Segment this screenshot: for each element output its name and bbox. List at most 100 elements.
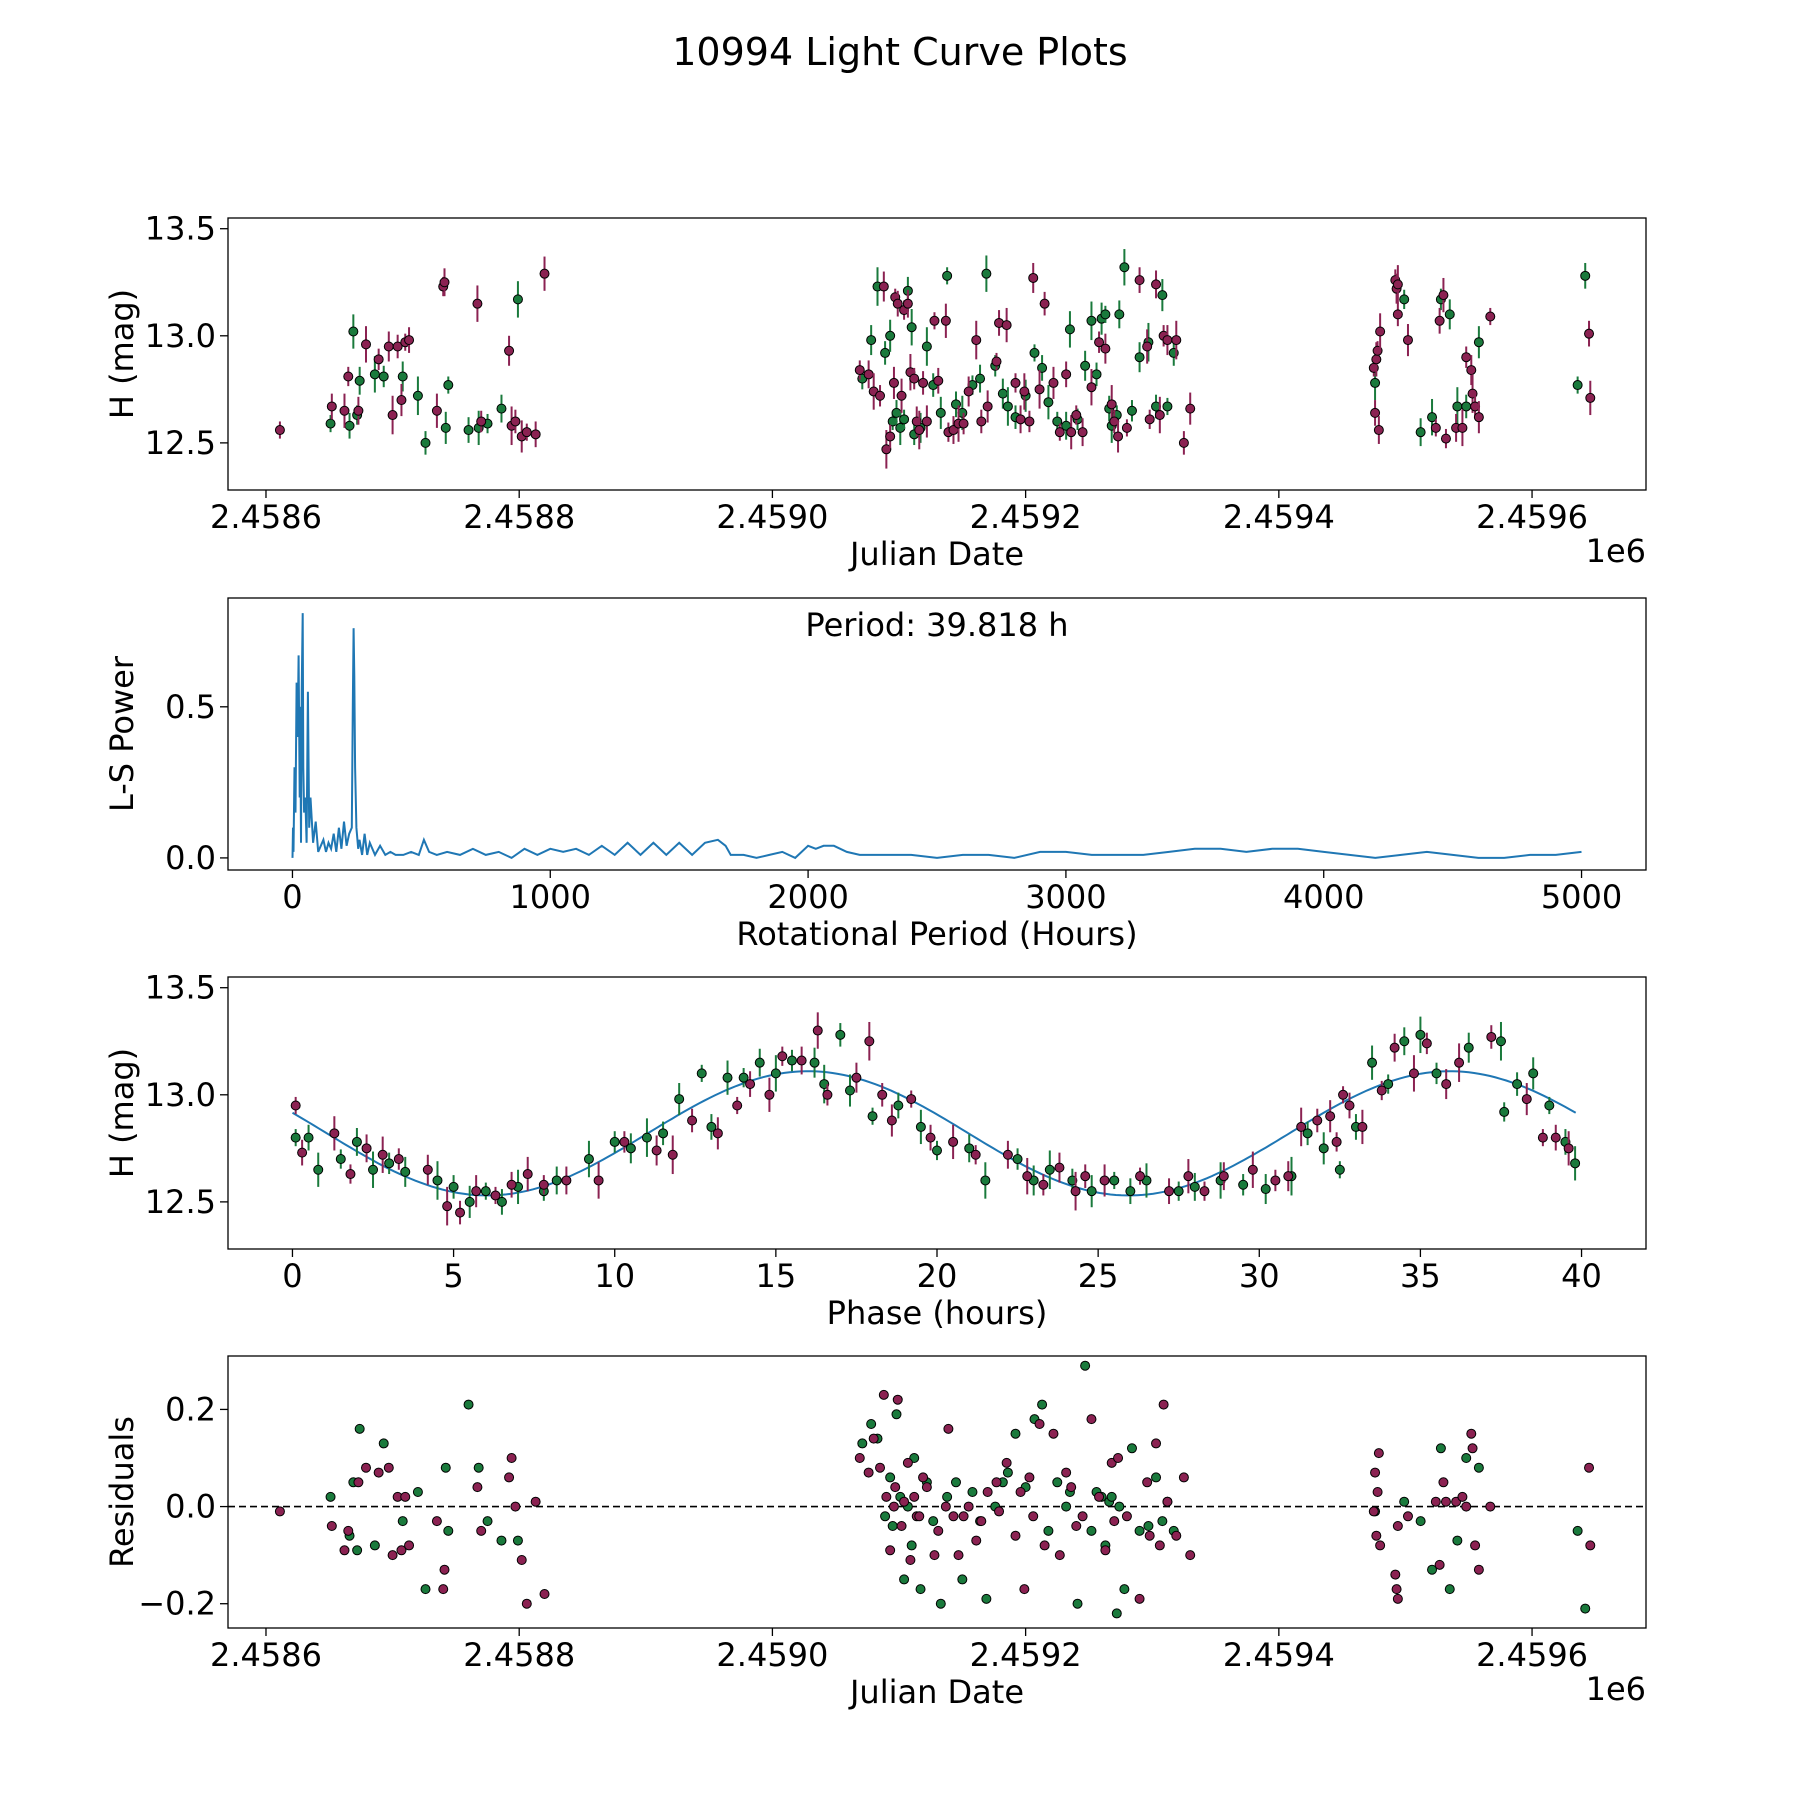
maroon-data-point bbox=[1283, 1171, 1294, 1182]
maroon-data-point bbox=[343, 1525, 354, 1536]
maroon-data-point bbox=[948, 1511, 959, 1522]
maroon-data-point bbox=[940, 315, 951, 326]
green-data-point bbox=[942, 270, 953, 281]
maroon-data-point bbox=[1373, 425, 1384, 436]
green-data-point bbox=[335, 1154, 346, 1165]
green-data-point bbox=[738, 1072, 749, 1083]
maroon-data-point bbox=[353, 405, 364, 416]
maroon-data-point bbox=[1375, 326, 1386, 337]
green-data-point bbox=[906, 1540, 917, 1551]
maroon-data-point bbox=[383, 341, 394, 352]
x-tick-label: 5000 bbox=[1541, 878, 1622, 916]
green-data-point bbox=[1119, 1584, 1130, 1595]
green-data-point bbox=[512, 294, 523, 305]
maroon-data-point bbox=[940, 1501, 951, 1512]
maroon-data-point bbox=[885, 431, 896, 442]
maroon-data-point bbox=[929, 315, 940, 326]
maroon-data-point bbox=[539, 1589, 550, 1599]
green-data-point bbox=[1580, 1603, 1591, 1614]
maroon-data-point bbox=[1344, 1100, 1355, 1111]
green-data-point bbox=[1119, 262, 1130, 273]
maroon-data-point bbox=[1106, 399, 1117, 410]
maroon-data-point bbox=[1024, 416, 1035, 427]
maroon-data-point bbox=[1151, 1438, 1162, 1449]
periodogram-line bbox=[291, 613, 1582, 860]
green-data-point bbox=[412, 1487, 423, 1497]
maroon-data-point bbox=[933, 375, 944, 386]
maroon-data-point bbox=[892, 1394, 903, 1405]
maroon-data-point bbox=[1434, 1559, 1445, 1570]
maroon-data-point bbox=[1392, 309, 1403, 320]
green-data-point bbox=[980, 1175, 991, 1186]
maroon-data-point bbox=[1440, 1496, 1451, 1507]
maroon-data-point bbox=[918, 377, 929, 388]
maroon-data-point bbox=[863, 1467, 874, 1478]
green-data-point bbox=[1173, 1186, 1184, 1197]
green-data-point bbox=[1528, 1068, 1539, 1079]
green-data-point bbox=[1151, 1472, 1162, 1483]
maroon-data-point bbox=[812, 1025, 823, 1036]
green-data-point bbox=[1061, 1501, 1072, 1512]
green-data-point bbox=[1010, 1428, 1021, 1439]
maroon-data-point bbox=[1338, 1089, 1349, 1100]
green-data-point bbox=[891, 1409, 902, 1420]
maroon-data-point bbox=[1100, 343, 1111, 354]
light-curve-plot bbox=[220, 217, 1647, 498]
maroon-data-point bbox=[896, 1521, 907, 1531]
maroon-data-point bbox=[976, 416, 987, 427]
maroon-data-point bbox=[1061, 1467, 1072, 1478]
green-data-point bbox=[981, 1593, 992, 1604]
maroon-data-point bbox=[1584, 1462, 1595, 1473]
green-data-point bbox=[1427, 1564, 1438, 1575]
green-data-point bbox=[997, 388, 1008, 399]
maroon-data-point bbox=[1461, 1501, 1472, 1512]
x-tick-label: 3000 bbox=[1025, 878, 1106, 916]
maroon-data-point bbox=[1135, 1171, 1146, 1182]
maroon-data-point bbox=[1368, 1506, 1379, 1517]
green-data-point bbox=[928, 1516, 939, 1527]
x-tick-label: 0 bbox=[282, 1257, 302, 1295]
maroon-data-point bbox=[1142, 1477, 1153, 1488]
green-data-point bbox=[1157, 290, 1168, 301]
maroon-data-point bbox=[343, 371, 354, 382]
maroon-data-point bbox=[1461, 352, 1472, 363]
axes-frame bbox=[227, 217, 1647, 491]
maroon-data-point bbox=[906, 1094, 917, 1105]
maroon-data-point bbox=[854, 365, 865, 376]
green-data-point bbox=[1126, 1443, 1137, 1454]
y-tick-label: 12.5 bbox=[145, 424, 216, 462]
maroon-data-point bbox=[667, 1149, 678, 1160]
maroon-data-point bbox=[1312, 1115, 1323, 1126]
maroon-data-point bbox=[404, 335, 415, 346]
green-data-point bbox=[1415, 1516, 1426, 1527]
green-data-point bbox=[899, 1574, 910, 1585]
x-tick-label: 2.4586 bbox=[210, 498, 322, 536]
green-data-point bbox=[344, 420, 355, 431]
green-data-point bbox=[1134, 352, 1145, 363]
green-data-point bbox=[1572, 1525, 1583, 1536]
maroon-data-point bbox=[1171, 1530, 1182, 1541]
y-tick-label: 12.5 bbox=[145, 1183, 216, 1221]
y-tick-label: 0.5 bbox=[165, 688, 216, 726]
green-data-point bbox=[1452, 401, 1463, 412]
maroon-data-point bbox=[777, 1051, 788, 1062]
maroon-data-point bbox=[297, 1147, 308, 1158]
maroon-data-point bbox=[1371, 1530, 1382, 1541]
maroon-data-point bbox=[530, 1496, 541, 1507]
maroon-data-point bbox=[943, 1423, 954, 1434]
green-data-point bbox=[1114, 1501, 1125, 1512]
maroon-data-point bbox=[393, 1154, 404, 1165]
maroon-data-point bbox=[510, 1501, 521, 1512]
maroon-data-point bbox=[905, 1555, 916, 1565]
y-tick-label: 13.0 bbox=[145, 1076, 216, 1114]
green-data-point bbox=[1080, 360, 1091, 371]
maroon-data-point bbox=[1010, 377, 1021, 388]
green-data-point bbox=[1461, 401, 1472, 412]
green-data-point bbox=[658, 1128, 669, 1139]
green-data-point bbox=[844, 1085, 855, 1096]
green-data-point bbox=[1415, 427, 1426, 438]
green-data-point bbox=[1544, 1100, 1555, 1111]
green-data-point bbox=[1029, 347, 1040, 358]
x-tick-label: 2.4592 bbox=[970, 498, 1082, 536]
maroon-data-point bbox=[400, 1491, 411, 1502]
